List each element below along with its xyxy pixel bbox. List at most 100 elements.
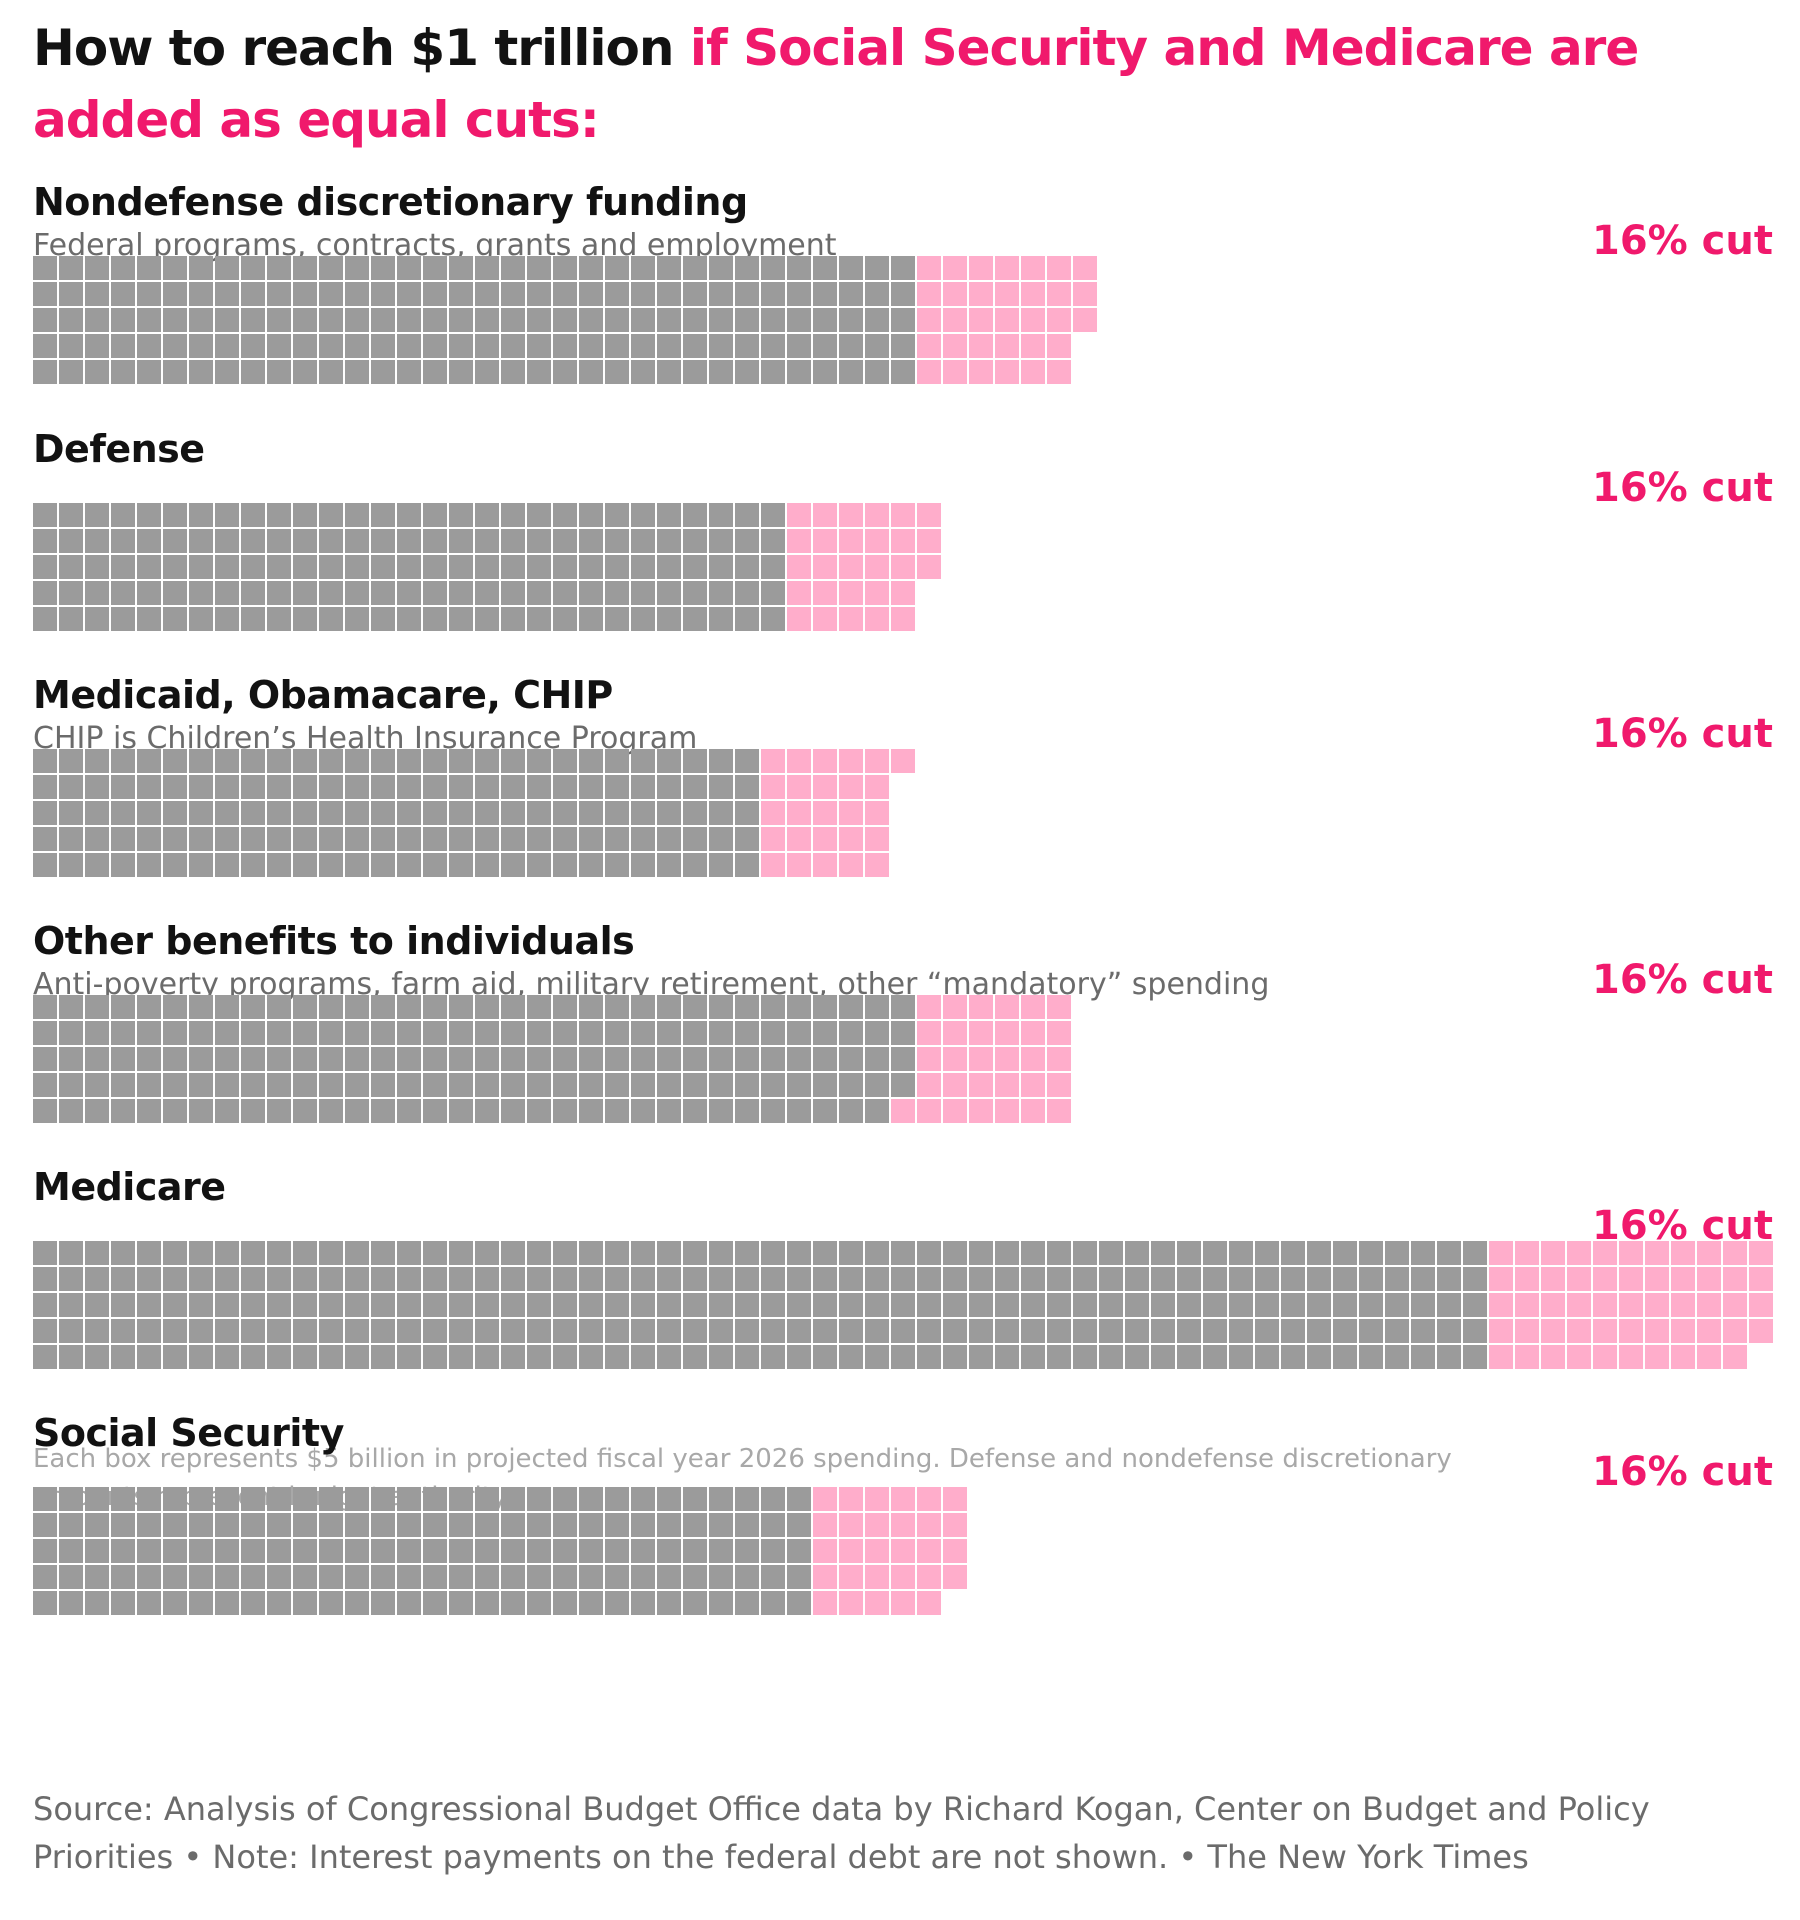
kept-box bbox=[891, 360, 915, 384]
kept-box bbox=[293, 282, 317, 306]
kept-box bbox=[397, 1293, 421, 1317]
kept-box bbox=[475, 282, 499, 306]
kept-box bbox=[371, 749, 395, 773]
cut-box bbox=[1593, 1241, 1617, 1265]
cut-box bbox=[995, 360, 1019, 384]
cut-box bbox=[787, 503, 811, 527]
kept-box bbox=[657, 581, 681, 605]
kept-box bbox=[683, 1099, 707, 1123]
kept-box bbox=[475, 581, 499, 605]
kept-box bbox=[839, 1267, 863, 1291]
kept-box bbox=[787, 282, 811, 306]
kept-box bbox=[553, 1241, 577, 1265]
kept-box bbox=[371, 775, 395, 799]
cut-box bbox=[813, 1591, 837, 1615]
kept-box bbox=[553, 555, 577, 579]
cut-box bbox=[917, 529, 941, 553]
kept-box bbox=[215, 1241, 239, 1265]
kept-box bbox=[605, 853, 629, 877]
kept-box bbox=[605, 256, 629, 280]
kept-box bbox=[85, 1047, 109, 1071]
kept-box bbox=[397, 1047, 421, 1071]
kept-box bbox=[293, 1539, 317, 1563]
cut-box bbox=[839, 853, 863, 877]
kept-box bbox=[293, 1073, 317, 1097]
kept-box bbox=[371, 1267, 395, 1291]
kept-box bbox=[371, 334, 395, 358]
kept-box bbox=[33, 555, 57, 579]
kept-box bbox=[345, 1539, 369, 1563]
kept-box bbox=[917, 1241, 941, 1265]
cut-box bbox=[1489, 1293, 1513, 1317]
kept-box bbox=[553, 1073, 577, 1097]
kept-box bbox=[33, 775, 57, 799]
kept-box bbox=[85, 827, 109, 851]
kept-box bbox=[631, 308, 655, 332]
kept-box bbox=[449, 827, 473, 851]
kept-box bbox=[423, 503, 447, 527]
cut-box bbox=[917, 1539, 941, 1563]
cut-box bbox=[917, 334, 941, 358]
kept-box bbox=[85, 1099, 109, 1123]
kept-box bbox=[735, 1293, 759, 1317]
kept-box bbox=[319, 1021, 343, 1045]
cut-box bbox=[839, 827, 863, 851]
kept-box bbox=[371, 1021, 395, 1045]
kept-box bbox=[85, 529, 109, 553]
kept-box bbox=[683, 853, 707, 877]
kept-box bbox=[865, 1241, 889, 1265]
kept-box bbox=[761, 1267, 785, 1291]
kept-box bbox=[709, 775, 733, 799]
kept-box bbox=[1047, 1293, 1071, 1317]
kept-box bbox=[787, 1539, 811, 1563]
kept-box bbox=[1281, 1293, 1305, 1317]
section-title: Other benefits to individuals bbox=[33, 919, 635, 963]
kept-box bbox=[33, 1539, 57, 1563]
kept-box bbox=[267, 1319, 291, 1343]
kept-box bbox=[449, 749, 473, 773]
kept-box bbox=[59, 360, 83, 384]
kept-box bbox=[709, 1345, 733, 1369]
kept-box bbox=[631, 1099, 655, 1123]
kept-box bbox=[553, 775, 577, 799]
cut-box bbox=[1671, 1241, 1695, 1265]
kept-box bbox=[163, 607, 187, 631]
kept-box bbox=[1047, 1267, 1071, 1291]
kept-box bbox=[189, 827, 213, 851]
kept-box bbox=[293, 503, 317, 527]
kept-box bbox=[657, 1345, 681, 1369]
cut-box bbox=[943, 1021, 967, 1045]
section-title: Medicaid, Obamacare, CHIP bbox=[33, 673, 613, 717]
kept-box bbox=[475, 607, 499, 631]
kept-box bbox=[995, 1293, 1019, 1317]
kept-box bbox=[371, 1293, 395, 1317]
kept-box bbox=[1281, 1241, 1305, 1265]
kept-box bbox=[1125, 1319, 1149, 1343]
cut-box bbox=[1541, 1293, 1565, 1317]
kept-box bbox=[683, 360, 707, 384]
kept-box bbox=[813, 1099, 837, 1123]
kept-box bbox=[449, 503, 473, 527]
kept-box bbox=[215, 256, 239, 280]
kept-box bbox=[423, 1241, 447, 1265]
kept-box bbox=[189, 801, 213, 825]
kept-box bbox=[137, 827, 161, 851]
cut-box bbox=[995, 334, 1019, 358]
kept-box bbox=[293, 256, 317, 280]
kept-box bbox=[111, 1345, 135, 1369]
kept-box bbox=[85, 1319, 109, 1343]
kept-box bbox=[345, 282, 369, 306]
kept-box bbox=[553, 1267, 577, 1291]
kept-box bbox=[475, 308, 499, 332]
kept-box bbox=[657, 308, 681, 332]
kept-box bbox=[85, 1591, 109, 1615]
kept-box bbox=[1359, 1319, 1383, 1343]
kept-box bbox=[553, 1487, 577, 1511]
kept-box bbox=[787, 1241, 811, 1265]
kept-box bbox=[579, 995, 603, 1019]
kept-box bbox=[371, 995, 395, 1019]
kept-box bbox=[943, 1319, 967, 1343]
kept-box bbox=[735, 503, 759, 527]
kept-box bbox=[553, 503, 577, 527]
kept-box bbox=[943, 1241, 967, 1265]
